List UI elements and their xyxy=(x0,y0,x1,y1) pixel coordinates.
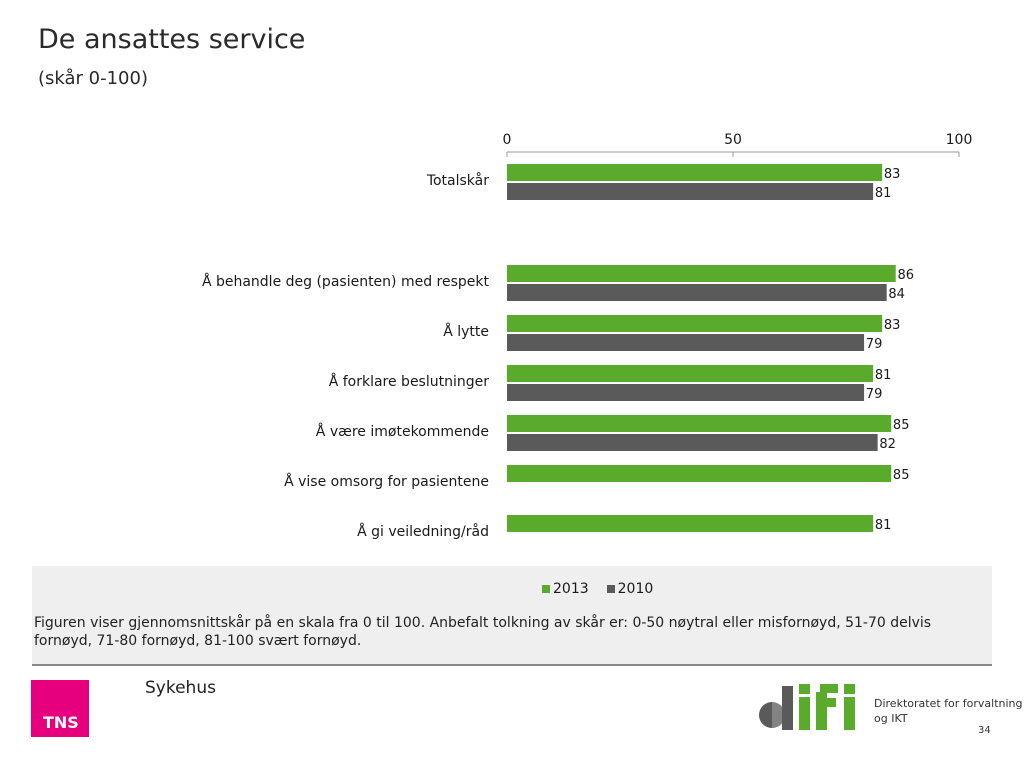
bar-2013 xyxy=(507,164,883,181)
chart-legend: 2013 2010 xyxy=(542,581,653,597)
category-label: Å forklare beslutninger xyxy=(329,373,490,390)
data-label: 85 xyxy=(893,418,910,433)
category-label: Å gi veiledning/råd xyxy=(357,523,489,540)
bar-2013 xyxy=(507,315,883,332)
x-tick-label: 100 xyxy=(946,132,973,148)
x-tick-label: 0 xyxy=(503,132,512,148)
data-label: 81 xyxy=(875,518,892,533)
data-label: 84 xyxy=(888,287,905,302)
bar-2010 xyxy=(507,434,878,451)
bar-2013 xyxy=(507,265,896,282)
bar-2010 xyxy=(507,384,865,401)
bar-chart: 0 50 100 Totalskår 83 81 Å behandle deg (pasie… xyxy=(202,132,973,540)
segment-label: Sykehus xyxy=(145,678,216,698)
legend-swatch xyxy=(542,585,550,593)
data-label: 82 xyxy=(879,437,896,452)
bar-2013 xyxy=(507,365,874,382)
legend-label: 2013 xyxy=(553,581,589,597)
legend-panel: 2013 2010 Figuren viser gjennomsnittskår … xyxy=(32,566,992,666)
bar-2013 xyxy=(507,465,892,482)
data-label: 79 xyxy=(866,387,883,402)
bar-2013 xyxy=(507,415,892,432)
legend-item: 2010 xyxy=(606,581,654,597)
difi-logo xyxy=(759,684,855,730)
legend-item: 2013 xyxy=(542,581,589,597)
data-label: 81 xyxy=(875,186,892,201)
tns-logo-text: TNS xyxy=(43,713,79,732)
bar-2010 xyxy=(507,183,874,200)
data-label: 85 xyxy=(893,468,910,483)
legend-swatch xyxy=(606,585,615,593)
tns-logo: TNS xyxy=(31,680,89,737)
category-label: Å vise omsorg for pasientene xyxy=(284,473,489,490)
data-label: 86 xyxy=(897,268,914,283)
legend-label: 2010 xyxy=(617,581,654,597)
page-title: De ansattes service xyxy=(38,24,306,55)
x-tick-label: 50 xyxy=(724,132,742,148)
data-label: 81 xyxy=(875,368,892,383)
data-label: 83 xyxy=(884,318,901,333)
category-label: Å behandle deg (pasienten) med respekt xyxy=(202,273,490,290)
bar-2013 xyxy=(507,515,874,532)
bar-2010 xyxy=(507,284,887,301)
data-label: 83 xyxy=(884,167,901,182)
data-label: 79 xyxy=(866,337,883,352)
page-number: 34 xyxy=(978,725,991,736)
category-label: Å være imøtekommende xyxy=(316,423,489,440)
page-subtitle: (skår 0-100) xyxy=(38,68,148,89)
footnote: Figuren viser gjennomsnittskår på en ska… xyxy=(34,615,932,649)
category-label: Å lytte xyxy=(443,323,489,340)
bar-2010 xyxy=(507,334,865,351)
category-label: Totalskår xyxy=(426,172,489,189)
difi-logo-caption: Direktoratet for forvaltning og IKT xyxy=(874,697,1023,725)
